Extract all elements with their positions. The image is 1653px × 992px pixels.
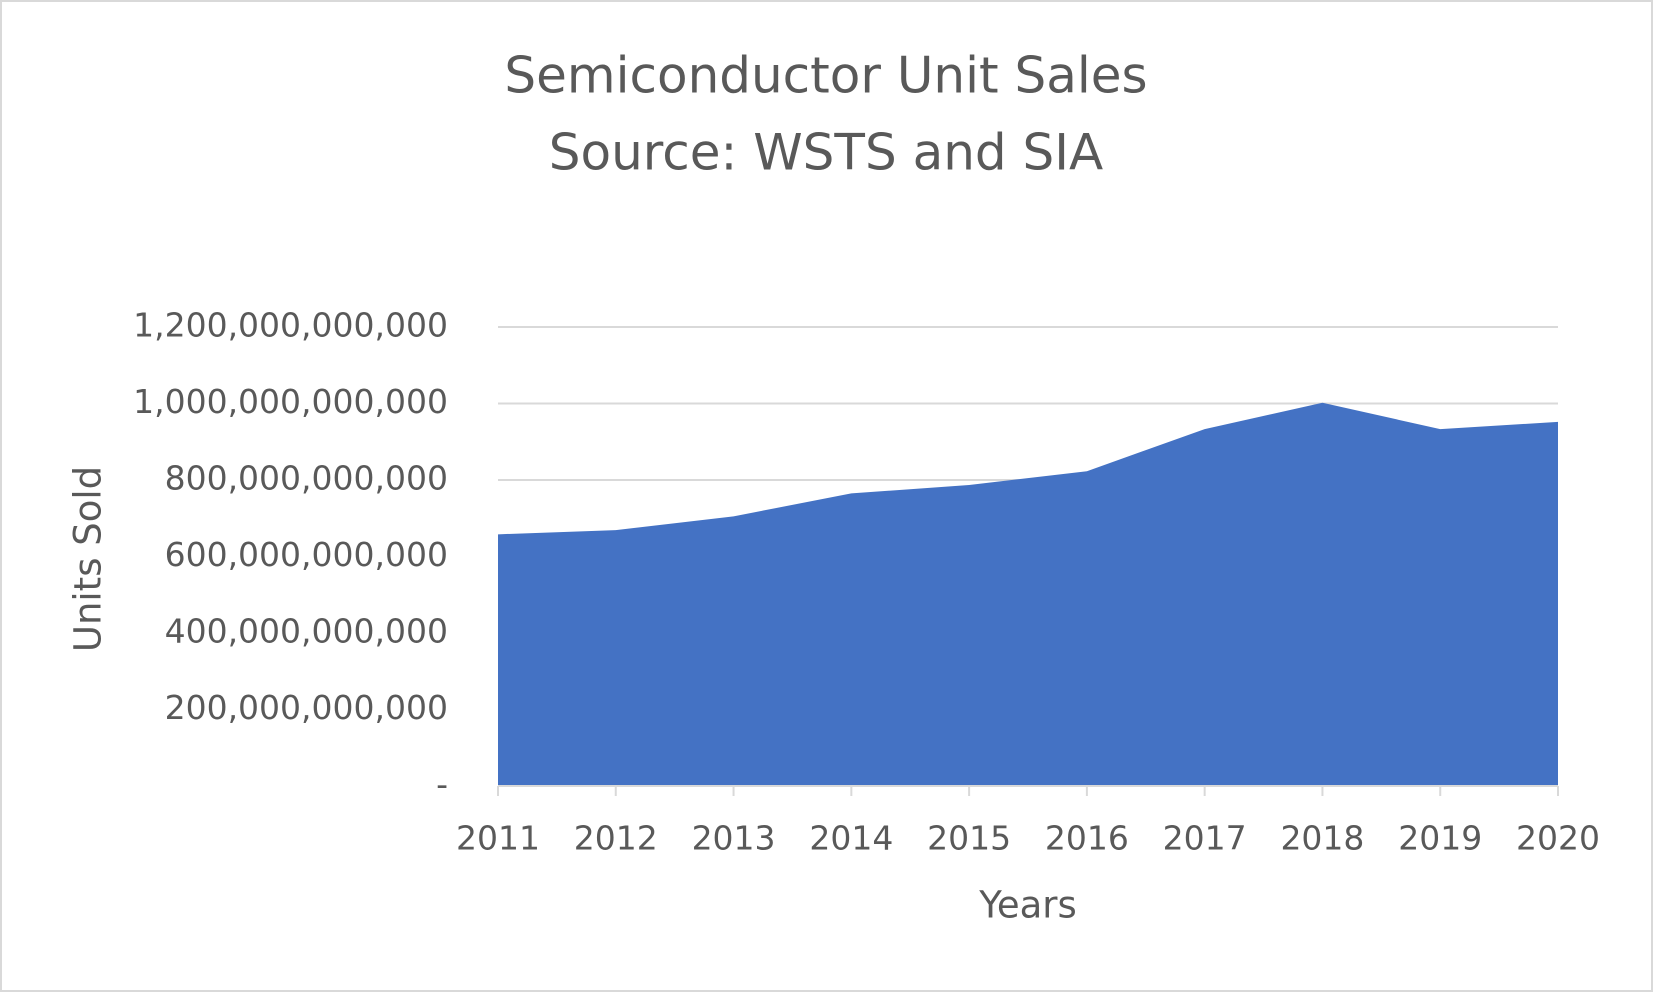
y-axis-title: Units Sold	[67, 466, 110, 652]
x-tick-label: 2012	[574, 819, 658, 858]
x-tick-label: 2015	[927, 819, 1011, 858]
x-tick-label: 2014	[809, 819, 893, 858]
y-tick-label: 1,000,000,000,000	[133, 382, 448, 421]
y-tick-label: 1,200,000,000,000	[133, 306, 448, 345]
area	[498, 402, 1558, 786]
y-tick-label: 400,000,000,000	[165, 612, 448, 651]
x-tick-label: 2019	[1398, 819, 1482, 858]
y-tick-label: 600,000,000,000	[165, 535, 448, 574]
y-tick-label: -	[436, 765, 448, 804]
x-tick-label: 2011	[456, 819, 540, 858]
x-tick-label: 2016	[1045, 819, 1129, 858]
y-tick-label: 200,000,000,000	[165, 688, 448, 727]
x-tick-label: 2018	[1280, 819, 1364, 858]
x-tick-label: 2017	[1163, 819, 1247, 858]
chart-title: Semiconductor Unit Sales	[504, 47, 1147, 105]
y-tick-label: 800,000,000,000	[165, 459, 448, 498]
chart-subtitle: Source: WSTS and SIA	[549, 124, 1103, 182]
x-tick-label: 2013	[692, 819, 776, 858]
x-axis-title: Years	[978, 884, 1077, 927]
x-tick-label: 2020	[1516, 819, 1600, 858]
